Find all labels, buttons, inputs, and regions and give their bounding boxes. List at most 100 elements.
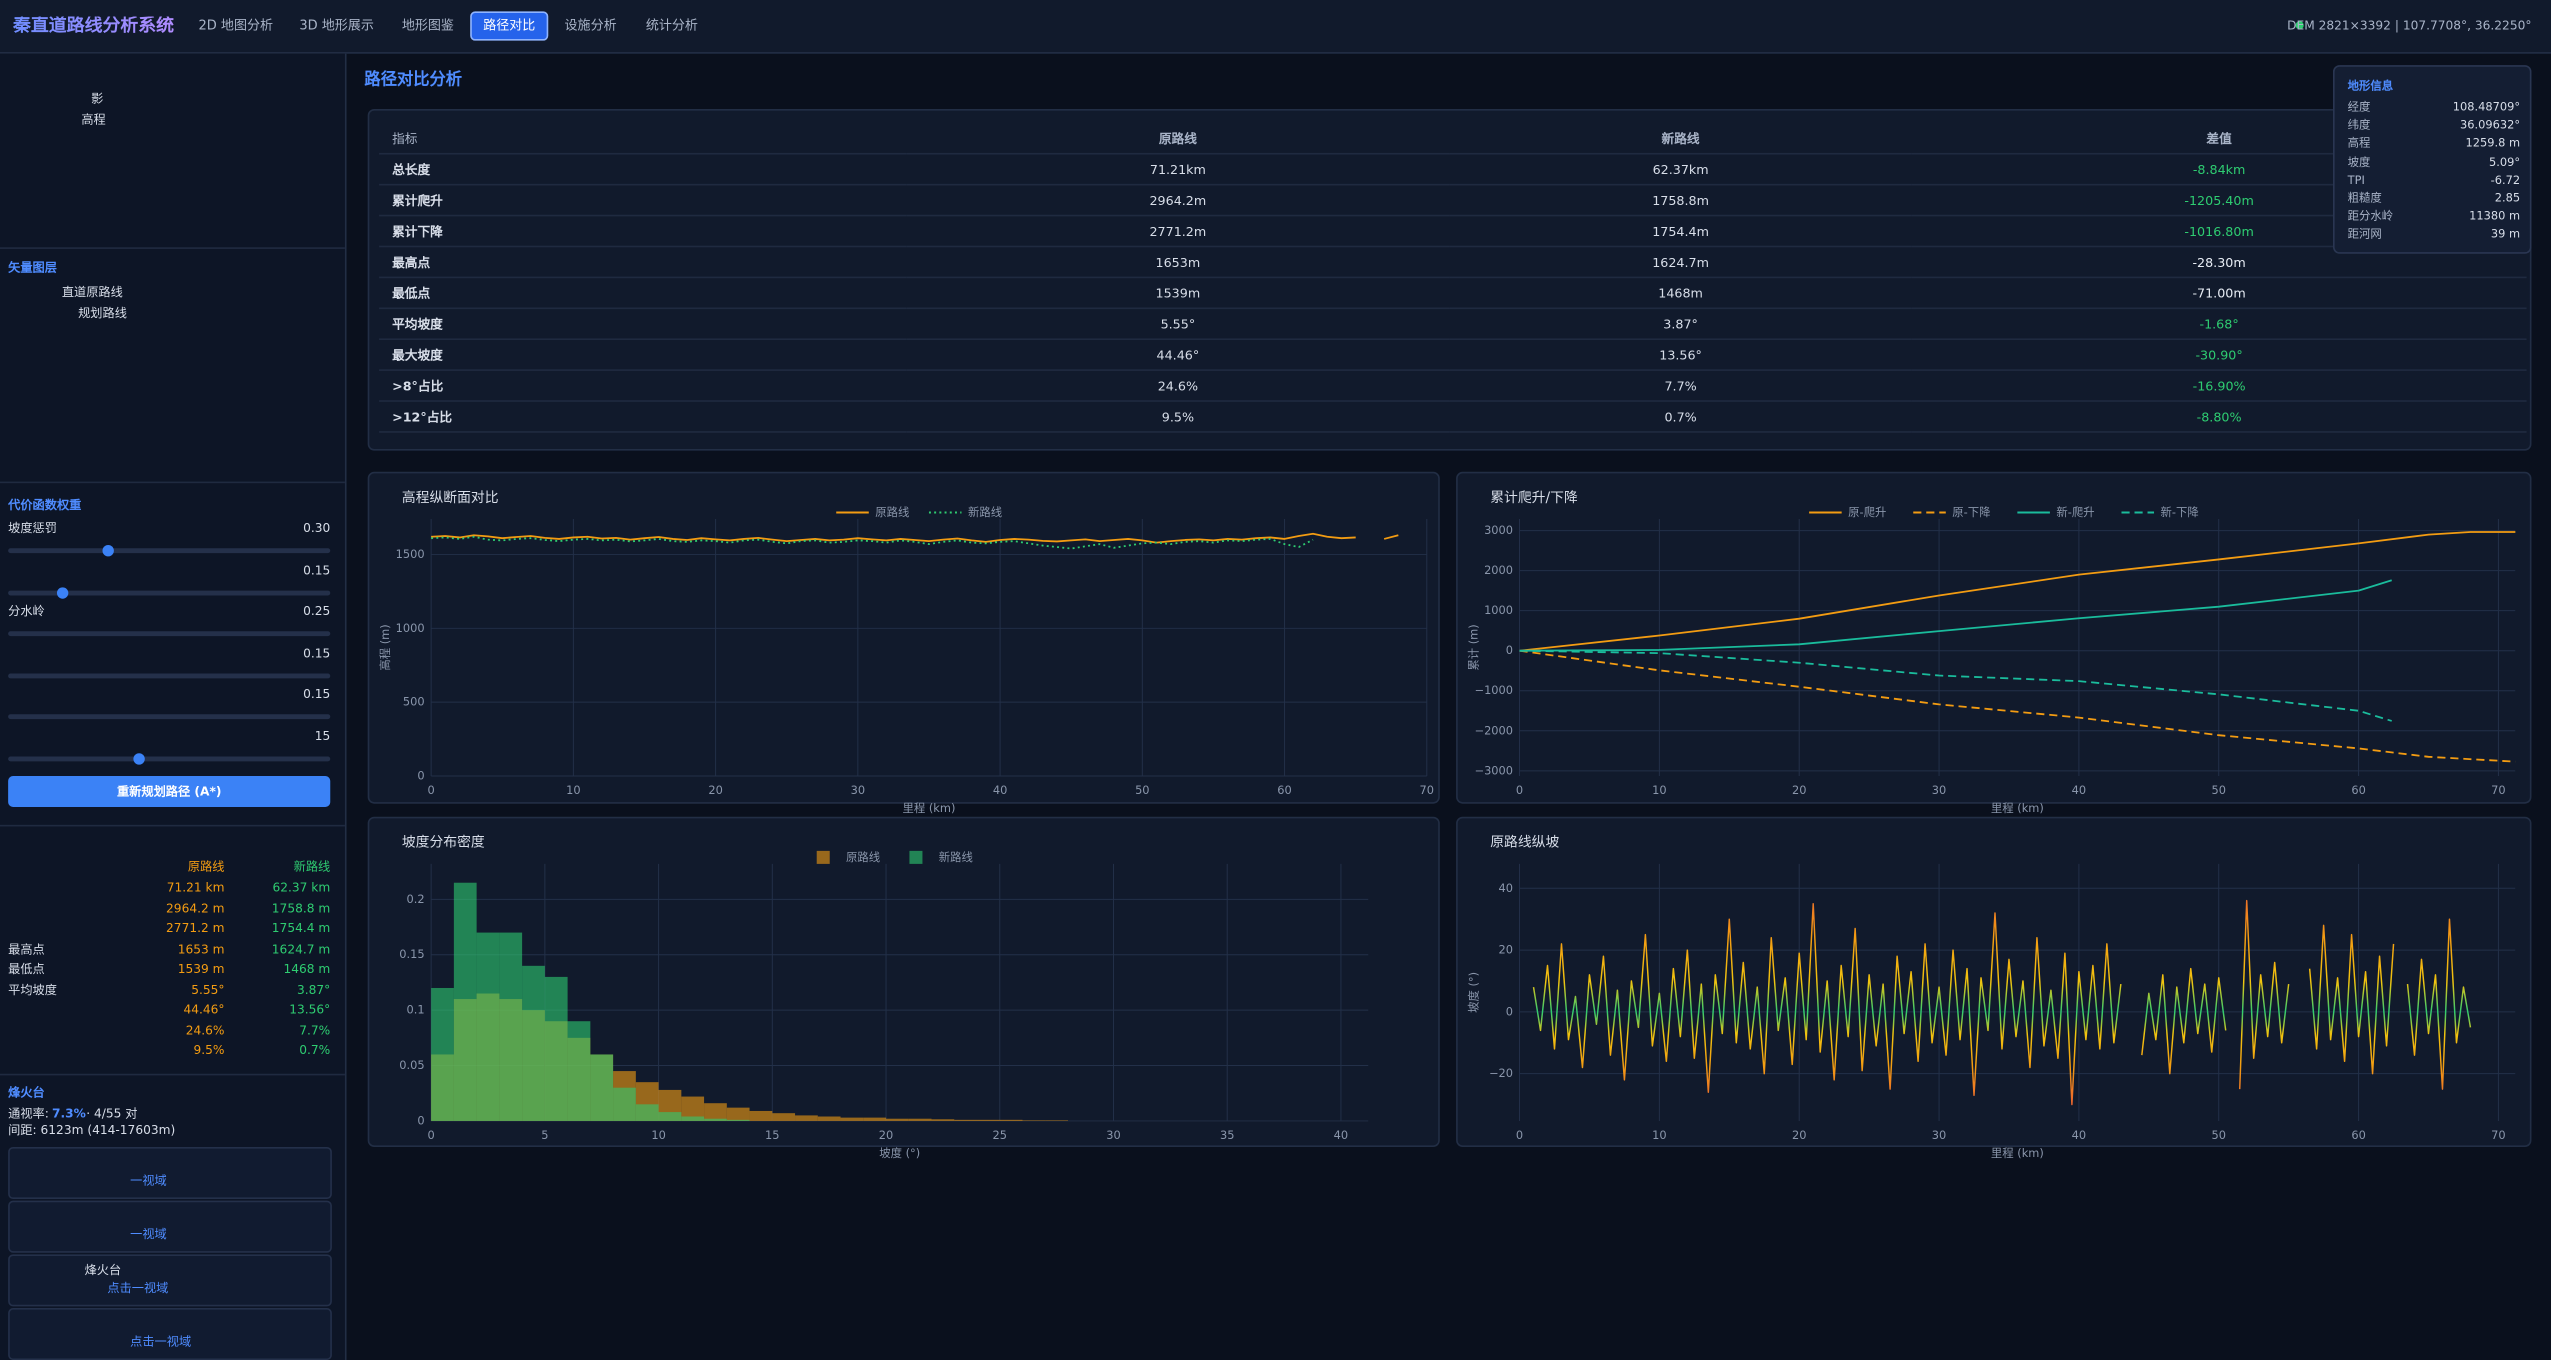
table-cell: 1758.8m (1449, 184, 1912, 217)
replan-button[interactable]: 重新规划路径 (A*) (8, 776, 331, 807)
histogram-bar (613, 1087, 636, 1121)
summary-value: 9.5% (193, 1042, 225, 1058)
card-title: 烽火台 (84, 1262, 122, 1278)
chart: 坡度分布密度 0 0.05 0.1 0.15 0.2 0 5 10 15 20 25 30 35 40 坡度 … (399, 834, 1369, 1160)
info-label: 坡度 (2347, 155, 2371, 169)
x-tick-label: 60 (2351, 1128, 2365, 1142)
info-value: 11380 m (2469, 210, 2521, 224)
summary-value: 24.6% (185, 1022, 225, 1038)
histogram-bar (726, 1119, 750, 1121)
x-tick-label: 10 (1652, 1128, 1666, 1142)
main-area: 路径对比分析 指标 原路线 新路线 差值 总长度 71.21km 62.37km -8.84k… (347, 54, 2551, 1360)
card-link[interactable]: 一视域 (130, 1226, 167, 1242)
histogram-bar (476, 932, 500, 1121)
legend-label: 原路线 (846, 850, 880, 864)
beacon-card[interactable] (8, 1200, 332, 1253)
y-axis-title: 坡度 (°) (1466, 972, 1480, 1013)
nav-tab[interactable]: 2D 地图分析 (198, 17, 273, 33)
data-line (431, 532, 1399, 544)
slider-track[interactable] (8, 589, 331, 595)
nav-tab[interactable]: 3D 地形展示 (299, 17, 374, 33)
x-tick-label: 20 (708, 783, 722, 797)
slider-knob[interactable] (56, 586, 69, 598)
legend-label: 原-下降 (1952, 505, 1990, 519)
card-link[interactable]: 点击一视域 (107, 1280, 169, 1296)
x-tick-label: 0 (1516, 783, 1523, 797)
visibility-pairs: · 4/55 对 (86, 1106, 138, 1121)
weight-value: 0.15 (303, 645, 331, 660)
slider-track[interactable] (8, 755, 331, 761)
chart: 累计爬升/下降 −3000 −2000 −1000 0 1000 2000 3000 0 10 20… (1466, 490, 2516, 815)
summary-label: 最高点 (8, 941, 45, 956)
legend-label: 新-爬升 (2056, 505, 2094, 519)
chart-panel: 坡度分布密度 0 0.05 0.1 0.15 0.2 0 5 10 15 20 25 30 35 40 坡度 … (367, 816, 1440, 1160)
histogram-bar (590, 1054, 614, 1121)
summary-value: 62.37 km (272, 880, 331, 895)
table-cell: 13.56° (1449, 339, 1912, 371)
weight-value: 15 (314, 728, 331, 743)
y-tick-label: 500 (403, 695, 425, 709)
nav-tab[interactable]: 统计分析 (645, 17, 698, 33)
beacon-card[interactable] (8, 1146, 332, 1200)
table-header-row: 指标 原路线 新路线 差值 (379, 123, 2527, 155)
slider-track[interactable] (8, 548, 331, 554)
table-cell: 1624.7m (1449, 246, 1912, 279)
y-tick-label: 20 (1499, 943, 1513, 957)
table-cell: 5.55° (906, 308, 1450, 341)
slider-knob[interactable] (102, 545, 114, 557)
summary-header: 原路线 (187, 859, 225, 874)
legend-label: 新-下降 (2161, 505, 2199, 519)
histogram-bar (908, 1118, 932, 1121)
beacon-card[interactable] (8, 1254, 332, 1307)
summary-value: 71.21 km (166, 880, 225, 895)
y-tick-label: 0.05 (399, 1058, 424, 1072)
nav-tab[interactable]: 路径对比 (470, 11, 549, 41)
histogram-bar (999, 1119, 1023, 1121)
divider (0, 824, 345, 827)
table-cell: 1754.4m (1449, 215, 1912, 248)
x-tick-label: 0 (428, 1128, 435, 1142)
table-row: 最低点 1539m 1468m -71.00m (379, 277, 2527, 310)
card-link[interactable]: 一视域 (130, 1173, 167, 1188)
weight-label: 分水岭 (8, 603, 45, 619)
summary-value: 0.7% (299, 1042, 331, 1058)
header-cell: 原路线 (906, 123, 1450, 155)
status-text: DEM 2821×3392 | 107.7708°, 36.2250° (2287, 17, 2532, 33)
legend-label: 原-爬升 (1848, 505, 1886, 519)
slider-track[interactable] (8, 631, 331, 637)
x-tick-label: 35 (1220, 1128, 1234, 1142)
weight-label: 坡度惩罚 (8, 520, 57, 536)
nav-tab[interactable]: 设施分析 (564, 17, 617, 33)
info-value: 39 m (2490, 228, 2521, 242)
card-link[interactable]: 点击一视域 (130, 1334, 192, 1349)
info-value: 1259.8 m (2465, 137, 2521, 151)
status-dot (2295, 21, 2304, 30)
x-tick-label: 30 (851, 783, 865, 797)
terrain-info-panel: 地形信息 经度 108.48709° 纬度 36.09632° 高程 1259.8 m 坡度 5… (2332, 65, 2532, 254)
summary-value: 7.7% (299, 1022, 331, 1038)
info-label: 高程 (2347, 137, 2371, 151)
slider-track[interactable] (8, 714, 331, 720)
table-cell: 最大坡度 (379, 339, 907, 371)
nav-tab[interactable]: 地形图鉴 (401, 17, 454, 33)
histogram-bar (931, 1119, 955, 1121)
slider-knob[interactable] (133, 752, 145, 764)
x-tick-label: 50 (1135, 783, 1149, 797)
chart-title: 原路线纵坡 (1490, 835, 1559, 851)
histogram-bar (977, 1119, 1000, 1121)
x-tick-label: 50 (2211, 783, 2225, 797)
section-heading: 烽火台 (8, 1085, 45, 1100)
histogram-bar (1045, 1120, 1068, 1121)
y-tick-label: 0 (417, 1113, 424, 1127)
y-tick-label: 3000 (1484, 523, 1513, 537)
section-heading: 矢量图层 (8, 260, 57, 275)
summary-value: 1539 m (177, 961, 225, 977)
table-cell: >12°占比 (379, 401, 907, 433)
beacon-card[interactable] (8, 1308, 332, 1360)
visibility-rate: 7.3% (52, 1106, 86, 1121)
table-cell: 71.21km (906, 153, 1450, 186)
x-tick-label: 60 (2351, 783, 2365, 797)
spacing-text: 间距: 6123m (414-17603m) (8, 1122, 176, 1138)
slider-track[interactable] (8, 672, 331, 678)
